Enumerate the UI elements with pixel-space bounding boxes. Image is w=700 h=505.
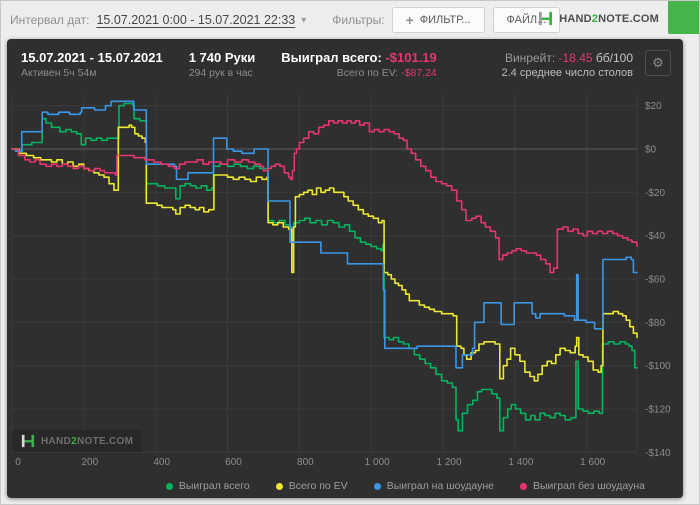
svg-text:-$80: -$80 bbox=[645, 318, 665, 329]
top-toolbar: Интервал дат: 15.07.2021 0:00 - 15.07.20… bbox=[1, 1, 699, 39]
svg-text:-$40: -$40 bbox=[645, 231, 665, 242]
chart-legend: Выиграл всего Всего по EV Выиграл на шоуда… bbox=[165, 480, 645, 492]
svg-text:400: 400 bbox=[153, 457, 170, 468]
svg-text:1 200: 1 200 bbox=[436, 457, 461, 468]
watermark-text: HAND2NOTE.COM bbox=[41, 435, 134, 447]
svg-text:600: 600 bbox=[225, 457, 242, 468]
graph-header: 15.07.2021 - 15.07.2021 Активен 5ч 54м 1… bbox=[7, 39, 683, 81]
hand2note-logo[interactable]: HAND2NOTE.COM bbox=[538, 11, 659, 26]
header-avg-tables: 2.4 среднее число столов bbox=[501, 67, 633, 79]
winnings-chart[interactable]: $20 $0 -$20 -$40 -$60 -$80 -$100 -$120 -$140 0 200… bbox=[7, 91, 683, 473]
header-hands: 1 740 Руки bbox=[188, 50, 256, 65]
graph-settings-button[interactable]: ⚙ bbox=[645, 50, 671, 76]
svg-text:-$20: -$20 bbox=[645, 188, 665, 199]
date-interval-label: Интервал дат: bbox=[10, 13, 90, 27]
legend-dot-icon bbox=[373, 482, 381, 490]
legend-label: Выиграл всего bbox=[178, 480, 250, 492]
header-date-range: 15.07.2021 - 15.07.2021 bbox=[21, 50, 163, 65]
header-winnings-block: Выиграл всего: -$101.19 Всего по EV: -$8… bbox=[281, 50, 437, 81]
date-interval-value[interactable]: 15.07.2021 0:00 - 15.07.2021 22:33 bbox=[96, 13, 296, 27]
hand2note-h-icon bbox=[21, 434, 35, 448]
svg-text:1 000: 1 000 bbox=[365, 457, 390, 468]
header-winrate-block: Винрейт: -18.45 бб/100 2.4 среднее число… bbox=[501, 50, 633, 81]
filters-label: Фильтры: bbox=[332, 13, 385, 27]
legend-label: Всего по EV bbox=[288, 480, 348, 492]
plus-icon: + bbox=[405, 12, 414, 28]
legend-item[interactable]: Выиграл без шоудауна bbox=[520, 480, 645, 492]
legend-label: Выиграл без шоудауна bbox=[533, 480, 645, 492]
chart-watermark: HAND2NOTE.COM bbox=[12, 430, 143, 452]
header-active-time: Активен 5ч 54м bbox=[21, 67, 97, 79]
svg-text:1 400: 1 400 bbox=[508, 457, 533, 468]
header-date-block: 15.07.2021 - 15.07.2021 Активен 5ч 54м bbox=[21, 50, 163, 81]
svg-text:-$60: -$60 bbox=[645, 275, 665, 286]
svg-text:0: 0 bbox=[15, 457, 21, 468]
legend-item[interactable]: Всего по EV bbox=[275, 480, 348, 492]
header-won-total: Выиграл всего: -$101.19 bbox=[281, 50, 437, 65]
legend-label: Выиграл на шоудауне bbox=[386, 480, 494, 492]
header-ev-total: Всего по EV: -$87.24 bbox=[336, 67, 437, 79]
add-filter-button[interactable]: + ФИЛЬТР... bbox=[391, 7, 485, 33]
svg-text:200: 200 bbox=[81, 457, 98, 468]
svg-text:800: 800 bbox=[297, 457, 314, 468]
graph-panel: 15.07.2021 - 15.07.2021 Активен 5ч 54м 1… bbox=[7, 39, 683, 498]
hand2note-h-icon bbox=[539, 11, 553, 26]
header-winrate: Винрейт: -18.45 бб/100 bbox=[504, 51, 633, 65]
legend-dot-icon bbox=[275, 482, 283, 490]
legend-item[interactable]: Выиграл всего bbox=[165, 480, 250, 492]
header-hands-per-hour: 294 рук в час bbox=[188, 67, 253, 79]
svg-text:-$100: -$100 bbox=[645, 361, 671, 372]
svg-text:-$140: -$140 bbox=[645, 448, 671, 459]
green-corner-button[interactable] bbox=[668, 1, 699, 34]
svg-text:1 600: 1 600 bbox=[580, 457, 605, 468]
svg-text:$20: $20 bbox=[645, 101, 662, 112]
chevron-down-icon[interactable]: ▾ bbox=[301, 14, 307, 26]
legend-dot-icon bbox=[165, 482, 173, 490]
legend-dot-icon bbox=[520, 482, 527, 490]
brand-text: HAND2NOTE.COM bbox=[559, 12, 659, 25]
svg-text:$0: $0 bbox=[645, 145, 657, 156]
svg-text:-$120: -$120 bbox=[645, 405, 671, 416]
legend-item[interactable]: Выиграл на шоудауне bbox=[373, 480, 494, 492]
gear-icon: ⚙ bbox=[652, 55, 664, 70]
header-hands-block: 1 740 Руки 294 рук в час bbox=[189, 50, 256, 81]
